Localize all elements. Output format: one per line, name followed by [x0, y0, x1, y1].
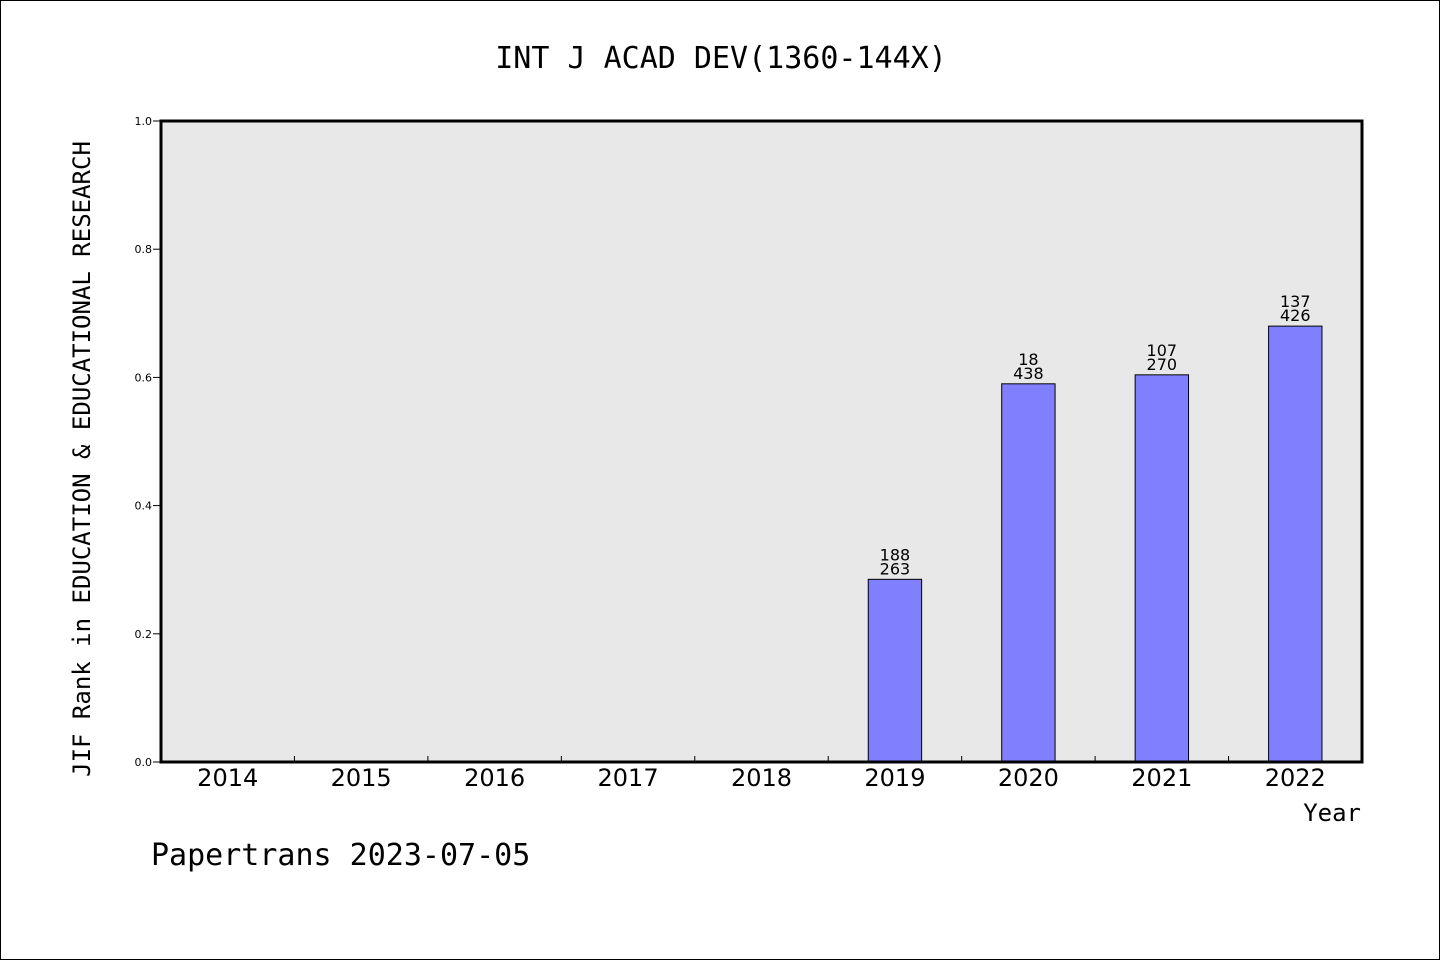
y-tick-label: 0.6 — [135, 371, 153, 384]
bar-label-rank: 188 — [880, 545, 911, 564]
x-tick-label: 2016 — [464, 764, 525, 792]
bar-label-rank: 137 — [1280, 292, 1311, 311]
bar-2020 — [1001, 383, 1056, 763]
bar-label-total: 270 — [1147, 355, 1178, 374]
y-tick-label: 0.8 — [135, 243, 153, 256]
y-tick-label: 0.0 — [135, 756, 153, 769]
y-tick-label: 1.0 — [135, 115, 153, 128]
y-axis-ticks: 0.0 0.2 0.4 0.6 0.8 1.0 — [135, 115, 161, 769]
x-tick-label: 2020 — [998, 764, 1059, 792]
bar-label-total: 263 — [880, 559, 911, 578]
x-tick-label: 2018 — [731, 764, 792, 792]
bar-2019 — [867, 578, 923, 763]
x-tick-label: 2014 — [197, 764, 258, 792]
bar-2022 — [1268, 325, 1323, 763]
plot-frame — [159, 119, 1364, 764]
x-tick-label: 2015 — [331, 764, 392, 792]
bar-label-rank: 18 — [1018, 350, 1038, 369]
y-tick-label: 0.4 — [135, 500, 153, 513]
bars-layer — [867, 325, 1323, 763]
x-tick-label: 2017 — [598, 764, 659, 792]
x-tick-label: 2021 — [1131, 764, 1192, 792]
x-axis-label: Year — [1303, 799, 1361, 827]
bar-2021 — [1134, 374, 1190, 763]
bar-label-total: 426 — [1280, 306, 1311, 325]
x-tick-label: 2019 — [864, 764, 925, 792]
y-tick-label: 0.2 — [135, 628, 153, 641]
y-axis-label: JIF Rank in EDUCATION & EDUCATIONAL RESE… — [68, 141, 96, 777]
x-tick-label: 2022 — [1265, 764, 1326, 792]
footer-credit: Papertrans 2023-07-05 — [151, 838, 530, 873]
chart-title: INT J ACAD DEV(1360-144X) — [495, 41, 947, 76]
bar-label-rank: 107 — [1147, 341, 1178, 360]
x-axis-ticks: 2014 2015 2016 2017 2018 2019 2020 2021 2022 — [197, 756, 1326, 792]
bar-label-total: 438 — [1013, 364, 1044, 383]
